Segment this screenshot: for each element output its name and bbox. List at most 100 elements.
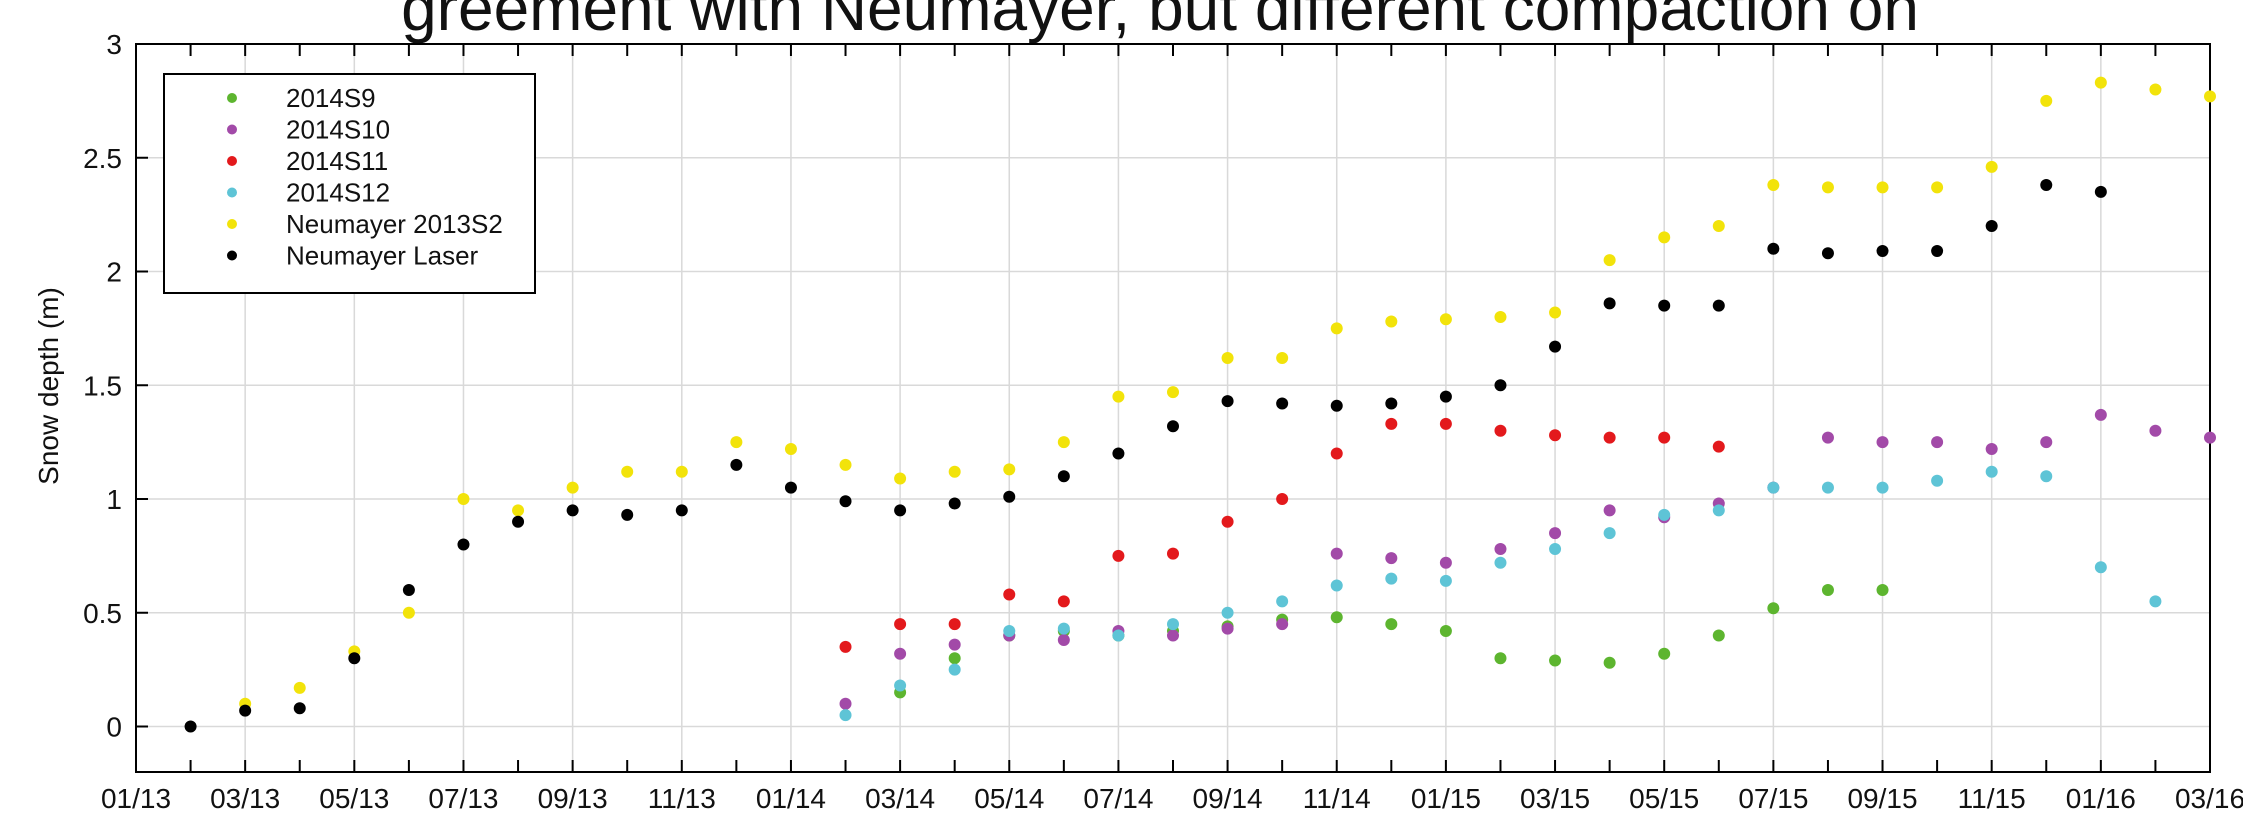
y-tick-label: 3 [106,29,122,60]
point [1385,417,1398,430]
legend-marker [227,219,237,229]
point [1003,588,1016,601]
point [1167,547,1179,560]
x-tick-label: 09/14 [1193,783,1263,814]
x-tick-label: 01/13 [101,783,171,814]
point [621,465,634,478]
point [1112,549,1125,562]
x-tick-label: 11/13 [648,783,716,814]
y-tick-label: 1.5 [83,370,122,401]
point [1658,508,1671,521]
point [1494,311,1507,323]
point [621,508,634,521]
point [457,538,470,551]
x-tick-label: 05/14 [974,783,1044,814]
point [1603,527,1616,540]
point [894,647,907,660]
legend-label: Neumayer 2013S2 [286,209,503,239]
point [1330,611,1343,624]
point [1494,424,1507,437]
x-tick-label: 01/15 [1411,783,1481,814]
point [1112,390,1125,403]
point [1276,351,1289,364]
point [1276,618,1289,631]
legend-box [163,73,536,294]
point [1057,470,1070,483]
point [402,606,415,619]
point [1549,306,1562,319]
x-tick-label: 01/14 [756,783,826,814]
point [1985,160,1998,173]
point [1439,313,1452,326]
point [1821,181,1834,194]
x-tick-label: 07/13 [428,783,498,814]
point [948,465,961,478]
point [1549,654,1562,667]
point [1167,386,1179,399]
point [2094,408,2107,421]
point [894,504,907,517]
point [1112,629,1125,642]
point [784,481,797,494]
point [1767,242,1780,255]
point [1931,181,1944,194]
point [1985,442,1998,455]
point [1821,431,1834,444]
point [2040,179,2053,192]
point [293,702,306,715]
point [1385,572,1398,585]
point [1494,543,1507,556]
point [1385,618,1398,631]
point [1603,254,1616,267]
point [566,504,579,517]
x-tick-label: 07/14 [1083,783,1153,814]
point [1931,436,1944,449]
point [2149,83,2162,96]
point [1057,595,1070,608]
point [2094,76,2107,89]
point [1385,315,1398,328]
point [2040,436,2053,449]
y-tick-label: 2 [106,257,122,288]
x-tick-label: 11/14 [1303,783,1371,814]
point [1876,245,1889,258]
point [730,458,743,471]
x-tick-label: 09/13 [538,783,608,814]
point [1985,220,1998,232]
point [894,679,907,692]
point [1439,417,1452,430]
point [1494,379,1507,392]
point [1330,322,1343,335]
point [2149,595,2162,608]
point [1276,493,1289,505]
point [1549,527,1562,540]
y-tick-label: 0.5 [83,598,122,629]
point [894,618,907,631]
point [839,697,852,710]
point [1549,543,1562,556]
point [1549,340,1562,353]
point [839,709,852,722]
point [1003,463,1016,476]
point [1712,440,1725,453]
legend-marker [227,187,237,198]
point [948,652,961,665]
legend-label: 2014S10 [286,115,390,145]
point [1330,547,1343,560]
y-axis-label: Snow depth (m) [33,287,64,485]
point [2094,561,2107,574]
x-tick-label: 05/13 [319,783,389,814]
point [566,481,579,494]
legend-marker [227,250,237,261]
point [2040,470,2053,483]
point [2040,94,2053,107]
point [1603,297,1616,310]
point [1931,245,1944,258]
y-tick-label: 1 [106,484,122,515]
point [1167,618,1179,631]
point [1221,606,1234,619]
x-tick-label: 05/15 [1629,783,1699,814]
point [184,720,197,733]
point [1057,634,1070,647]
